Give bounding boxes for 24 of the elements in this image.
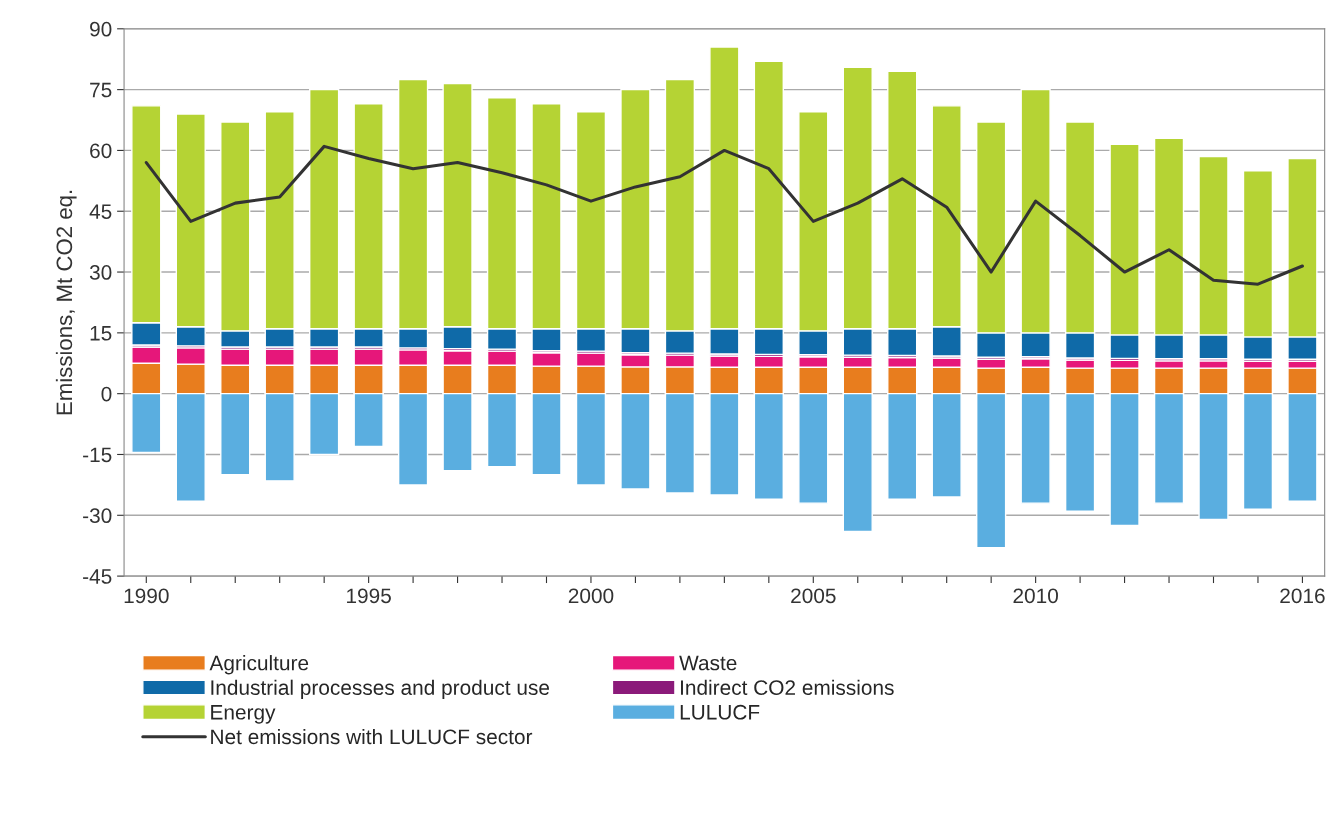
legend-label: Net emissions with LULUCF sector	[211, 728, 533, 745]
y-tick-label: 30	[89, 265, 112, 280]
legend-label: Industrial processes and product use	[211, 679, 550, 700]
x-tick-label: 1995	[347, 588, 391, 604]
y-tick-label: 0	[101, 386, 112, 402]
x-tick-label: 2005	[791, 588, 836, 604]
y-tick-label: -45	[83, 569, 112, 584]
y-tick-label: 90	[90, 21, 112, 37]
x-tick-label: 2016	[1280, 588, 1325, 604]
legend-label: LULUCF	[680, 704, 760, 720]
legend-label: Agriculture	[209, 655, 309, 675]
legend-label: Energy	[211, 705, 276, 724]
y-tick-label: 15	[90, 326, 112, 341]
x-tick-label: 2010	[1013, 588, 1058, 604]
x-tick-label: 1990	[124, 588, 169, 604]
y-tick-label: 45	[89, 204, 112, 219]
y-tick-label: -15	[83, 447, 112, 463]
y-tick-label: -30	[83, 508, 112, 524]
x-tick-label: 2000	[568, 588, 614, 604]
y-axis-title: Emissions, Mt CO2 eq.	[55, 190, 77, 415]
y-tick-label: 75	[90, 82, 112, 98]
legend-label: Waste	[679, 655, 737, 671]
legend-label: Indirect CO2 emissions	[681, 679, 894, 695]
y-tick-label: 60	[90, 143, 112, 159]
